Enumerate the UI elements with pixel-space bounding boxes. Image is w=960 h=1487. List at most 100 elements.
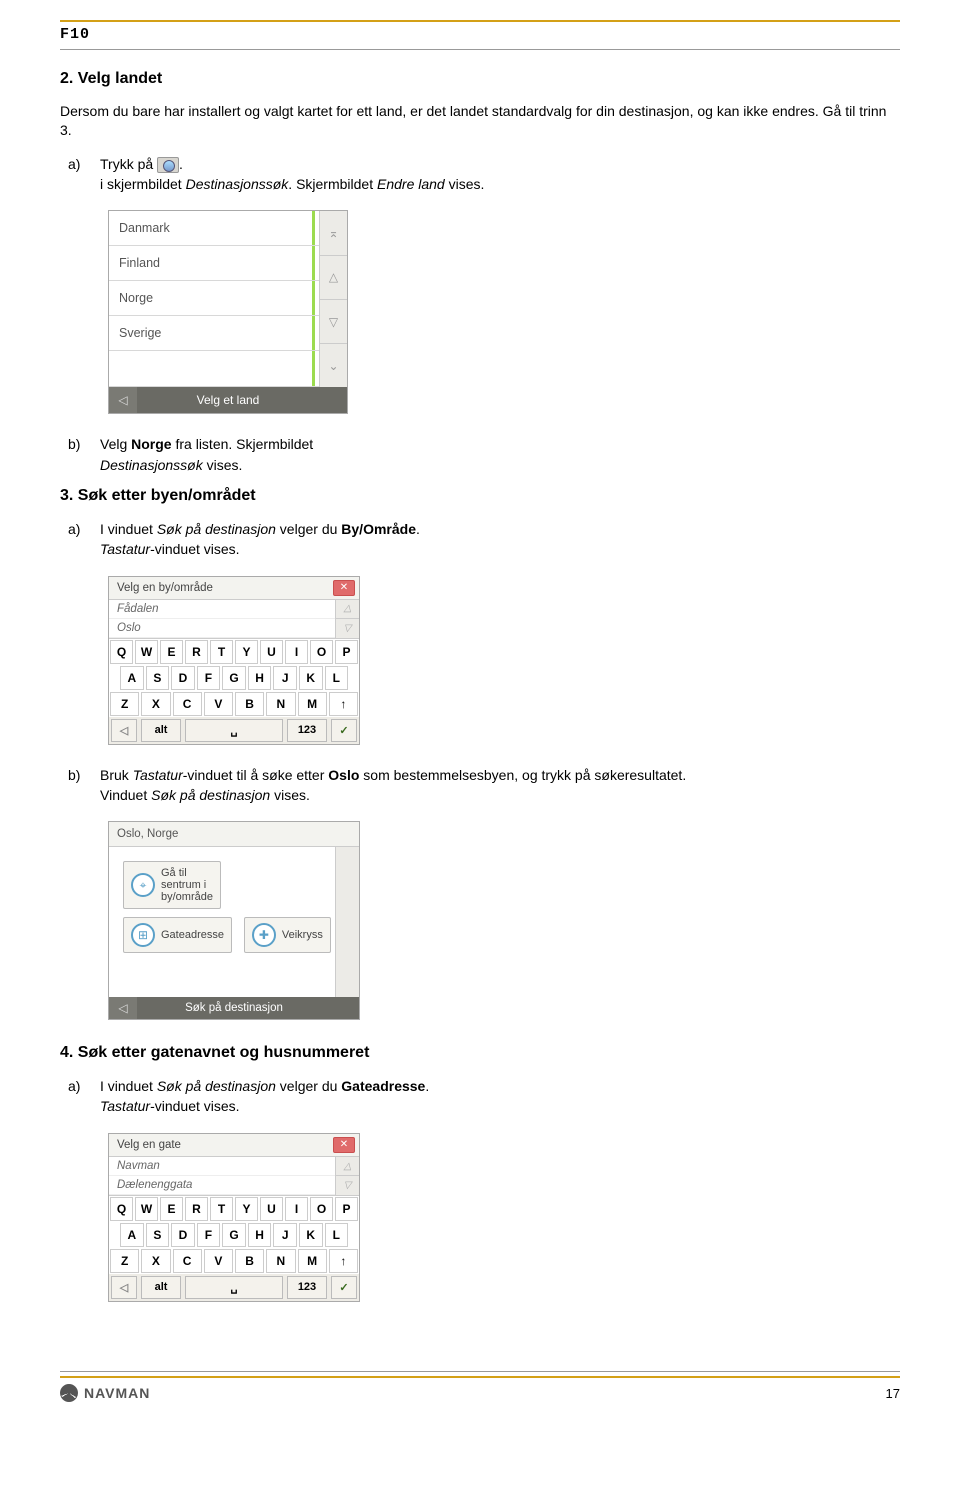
key[interactable]: K <box>299 1223 323 1247</box>
key[interactable]: R <box>185 1197 208 1221</box>
kbd-back-icon[interactable]: ◁ <box>111 1276 137 1299</box>
key[interactable]: Q <box>110 1197 133 1221</box>
kbd1-header: Velg en by/område ✕ <box>109 577 359 600</box>
results-scroll[interactable]: △▽ <box>335 600 359 638</box>
scroll-top-icon[interactable]: ⌅ <box>320 211 347 255</box>
key[interactable]: J <box>273 666 297 690</box>
result-item[interactable]: Dælenenggata <box>109 1176 359 1195</box>
key[interactable]: F <box>197 1223 221 1247</box>
country-item[interactable]: Norge <box>109 281 347 316</box>
s4a-end: . <box>425 1078 429 1094</box>
key[interactable]: J <box>273 1223 297 1247</box>
key[interactable]: W <box>135 1197 158 1221</box>
key[interactable]: R <box>185 640 208 664</box>
country-item[interactable]: Danmark <box>109 211 347 246</box>
key[interactable]: L <box>325 1223 349 1247</box>
country-item[interactable]: Sverige <box>109 316 347 351</box>
scroll-down-icon[interactable]: ▽ <box>320 300 347 344</box>
key[interactable]: G <box>222 1223 246 1247</box>
space-key[interactable]: ␣ <box>185 719 283 742</box>
key[interactable]: C <box>173 692 202 716</box>
key[interactable]: T <box>210 1197 233 1221</box>
dest-footer-label: Søk på destinasjon <box>185 1002 283 1014</box>
key[interactable]: G <box>222 666 246 690</box>
key[interactable]: Z <box>110 692 139 716</box>
key[interactable]: I <box>285 640 308 664</box>
brand-label: NAVMAN <box>84 1385 150 1401</box>
scroll-bar[interactable]: ⌅ △ ▽ ⌄ <box>319 211 347 387</box>
close-icon[interactable]: ✕ <box>333 580 355 596</box>
kbd-back-icon[interactable]: ◁ <box>111 719 137 742</box>
key[interactable]: B <box>235 692 264 716</box>
country-item[interactable]: Finland <box>109 246 347 281</box>
key[interactable]: U <box>260 640 283 664</box>
key[interactable]: P <box>335 640 358 664</box>
key[interactable]: X <box>141 692 170 716</box>
ok-icon[interactable]: ✓ <box>331 1276 357 1299</box>
alt-key[interactable]: alt <box>141 719 181 742</box>
key[interactable]: D <box>171 1223 195 1247</box>
key[interactable]: P <box>335 1197 358 1221</box>
key[interactable]: Z <box>110 1249 139 1273</box>
key[interactable]: B <box>235 1249 264 1273</box>
key[interactable]: L <box>325 666 349 690</box>
key[interactable]: X <box>141 1249 170 1273</box>
key[interactable]: H <box>248 1223 272 1247</box>
key[interactable]: O <box>310 640 333 664</box>
tile-street-address[interactable]: ⊞ Gateadresse <box>123 917 232 953</box>
scroll-bottom-icon[interactable]: ⌄ <box>320 344 347 387</box>
space-key[interactable]: ␣ <box>185 1276 283 1299</box>
key[interactable]: E <box>160 640 183 664</box>
key[interactable]: W <box>135 640 158 664</box>
scroll-down-icon[interactable]: ▽ <box>336 1176 359 1195</box>
key[interactable]: C <box>173 1249 202 1273</box>
shift-key[interactable]: ↑ <box>329 1249 358 1273</box>
key[interactable]: Y <box>235 640 258 664</box>
key[interactable]: K <box>299 666 323 690</box>
num-key[interactable]: 123 <box>287 1276 327 1299</box>
key[interactable]: T <box>210 640 233 664</box>
key[interactable]: H <box>248 666 272 690</box>
key[interactable]: F <box>197 666 221 690</box>
close-icon[interactable]: ✕ <box>333 1137 355 1153</box>
key[interactable]: S <box>146 666 170 690</box>
scroll-up-icon[interactable]: △ <box>320 256 347 300</box>
key[interactable]: V <box>204 692 233 716</box>
tile-goto-center[interactable]: ⌖ Gå tilsentrum iby/område <box>123 861 221 909</box>
key[interactable]: M <box>298 1249 327 1273</box>
page-footer: NAVMAN 17 <box>60 1371 900 1402</box>
alt-key[interactable]: alt <box>141 1276 181 1299</box>
result-item[interactable]: Oslo <box>109 619 359 638</box>
scroll-down-icon[interactable]: ▽ <box>336 619 359 638</box>
key[interactable]: I <box>285 1197 308 1221</box>
key[interactable]: S <box>146 1223 170 1247</box>
s3a-l2-it: Tastatur <box>100 541 150 557</box>
key[interactable]: M <box>298 692 327 716</box>
results-scroll[interactable]: △▽ <box>335 1157 359 1195</box>
key[interactable]: N <box>266 1249 295 1273</box>
scroll-up-icon[interactable]: △ <box>336 1157 359 1177</box>
key[interactable]: A <box>120 1223 144 1247</box>
num-key[interactable]: 123 <box>287 719 327 742</box>
back-icon[interactable]: ◁ <box>109 997 137 1019</box>
ok-icon[interactable]: ✓ <box>331 719 357 742</box>
scroll-up-icon[interactable]: △ <box>336 600 359 620</box>
key[interactable]: Y <box>235 1197 258 1221</box>
section-2-title: 2. Velg landet <box>60 70 900 88</box>
result-item[interactable]: Fådalen <box>109 600 359 619</box>
tile-intersection[interactable]: ✚ Veikryss <box>244 917 331 953</box>
back-icon[interactable]: ◁ <box>109 387 137 413</box>
key[interactable]: U <box>260 1197 283 1221</box>
shift-key[interactable]: ↑ <box>329 692 358 716</box>
key[interactable]: N <box>266 692 295 716</box>
key[interactable]: A <box>120 666 144 690</box>
key[interactable]: D <box>171 666 195 690</box>
kbd1-bottom: ◁ alt ␣ 123 ✓ <box>109 717 359 744</box>
key[interactable]: Q <box>110 640 133 664</box>
key[interactable]: V <box>204 1249 233 1273</box>
key[interactable]: E <box>160 1197 183 1221</box>
countries-footer: ◁ Velg et land <box>109 387 347 413</box>
key[interactable]: O <box>310 1197 333 1221</box>
dest-scroll[interactable] <box>335 847 359 997</box>
result-item[interactable]: Navman <box>109 1157 359 1176</box>
